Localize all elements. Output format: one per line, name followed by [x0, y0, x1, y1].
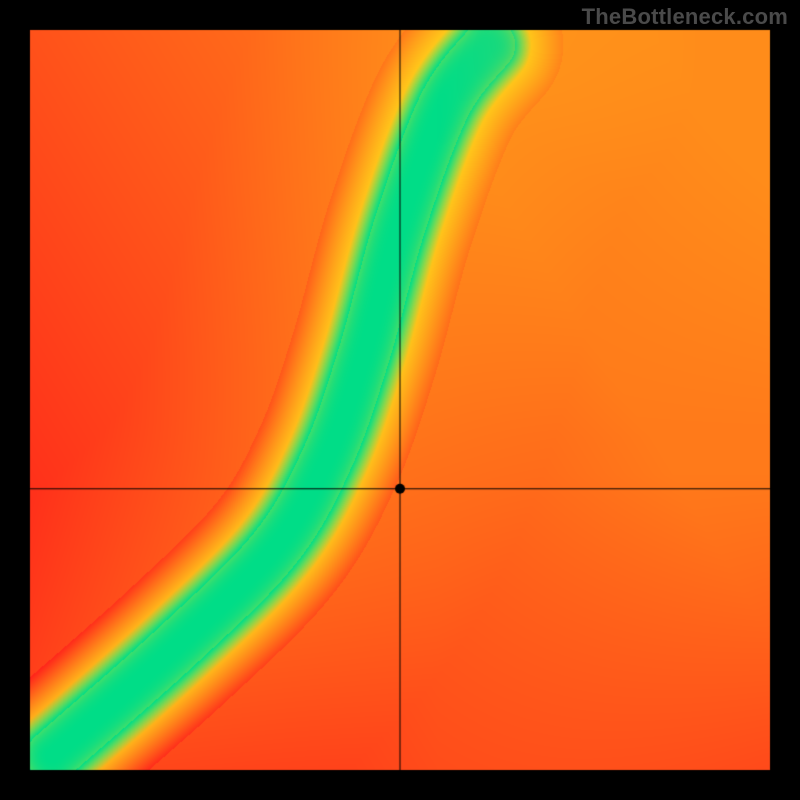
heatmap-canvas: [0, 0, 800, 800]
watermark-text: TheBottleneck.com: [582, 4, 788, 30]
chart-root: { "watermark": { "text": "TheBottleneck.…: [0, 0, 800, 800]
